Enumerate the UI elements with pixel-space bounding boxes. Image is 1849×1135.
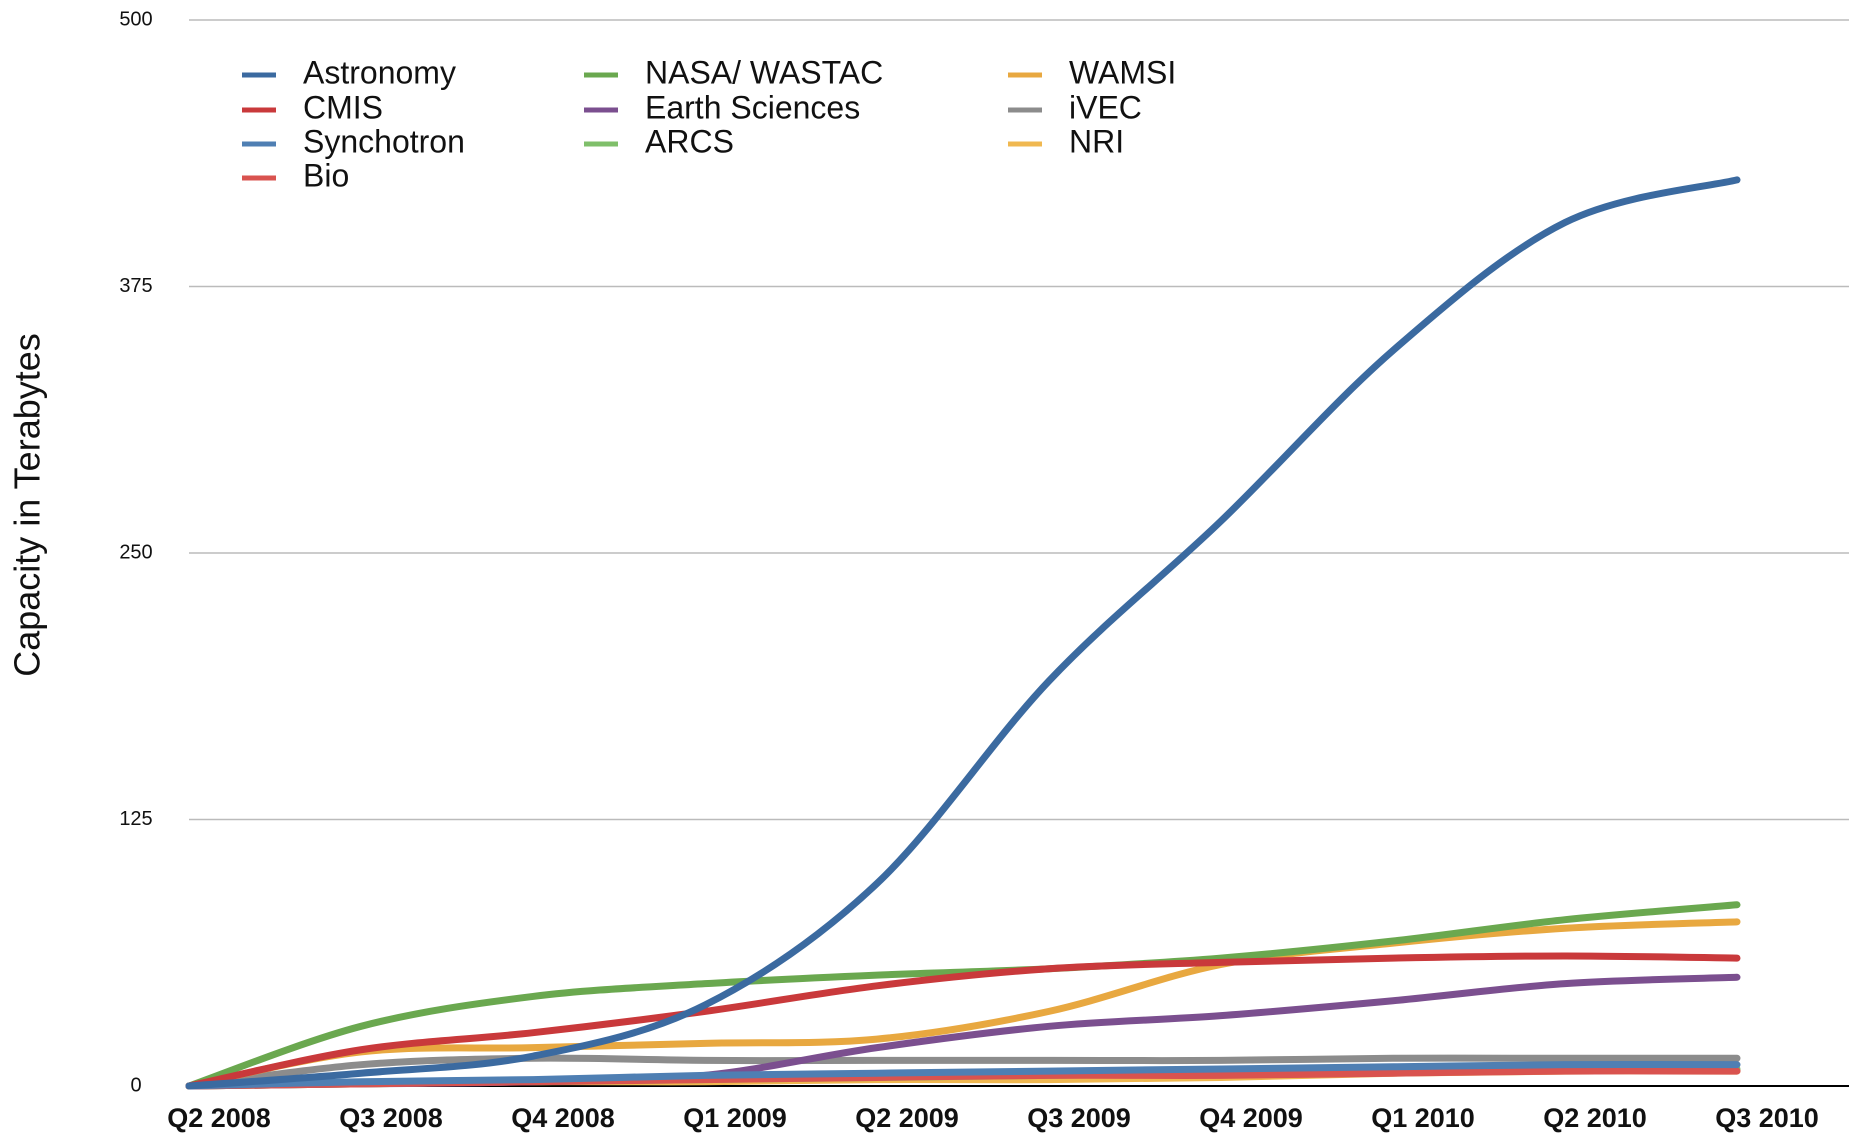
legend-label: NRI xyxy=(1069,123,1124,159)
y-axis-label: Capacity in Terabytes xyxy=(7,333,48,677)
line xyxy=(185,176,1741,1090)
x-tick-label: Q2 2008 xyxy=(167,1103,271,1133)
legend-label: NASA/ WASTAC xyxy=(645,54,883,90)
x-tick-label: Q3 2009 xyxy=(1027,1103,1131,1133)
x-tick-label: Q1 2009 xyxy=(683,1103,787,1133)
legend-label: Earth Sciences xyxy=(645,89,860,125)
line xyxy=(185,952,1741,1090)
legend-label: CMIS xyxy=(303,89,383,125)
legend-label: Bio xyxy=(303,157,349,193)
x-tick-label: Q3 2010 xyxy=(1715,1103,1819,1133)
line xyxy=(185,918,1741,1090)
legend-label: ARCS xyxy=(645,123,734,159)
legend-label: Synchotron xyxy=(303,123,465,159)
line xyxy=(185,901,1741,1090)
legend-label: WAMSI xyxy=(1069,54,1176,90)
y-tick-label: 125 xyxy=(119,808,152,830)
y-tick-label: 500 xyxy=(119,8,152,30)
x-tick-label: Q3 2008 xyxy=(339,1103,443,1133)
y-tick-label: 0 xyxy=(130,1074,141,1096)
x-tick-label: Q4 2008 xyxy=(511,1103,615,1133)
x-tick-label: Q2 2009 xyxy=(855,1103,959,1133)
line xyxy=(185,1054,1741,1090)
x-tick-label: Q4 2009 xyxy=(1199,1103,1303,1133)
x-tick-label: Q1 2010 xyxy=(1371,1103,1475,1133)
x-tick-label: Q2 2010 xyxy=(1543,1103,1647,1133)
y-tick-label: 250 xyxy=(119,541,152,563)
y-tick-label: 375 xyxy=(119,275,152,297)
legend-label: Astronomy xyxy=(303,54,456,90)
legend-label: iVEC xyxy=(1069,89,1142,125)
line xyxy=(185,1061,1741,1090)
